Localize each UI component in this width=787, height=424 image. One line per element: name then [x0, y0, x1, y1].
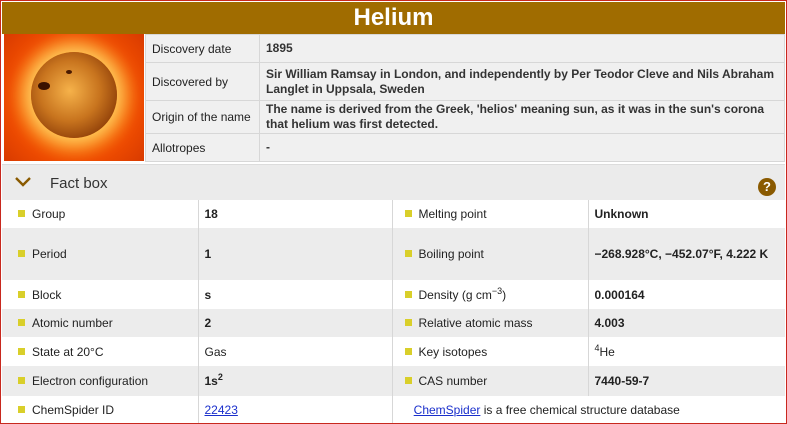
- bullet-icon: [404, 210, 412, 217]
- bullet-icon: [18, 250, 25, 257]
- fact-label: CAS number: [392, 366, 589, 396]
- fact-label: Key isotopes: [392, 337, 589, 366]
- sunspot: [66, 70, 72, 74]
- fact-value: 1s2: [198, 366, 393, 396]
- fact-label: Relative atomic mass: [392, 309, 589, 337]
- fact-value: 4He: [594, 342, 615, 359]
- fact-value: 0.000164: [594, 287, 645, 302]
- sunspot: [38, 82, 50, 90]
- fact-value: Gas: [198, 337, 393, 366]
- table-row: ChemSpider ID 22423 ChemSpider is a free…: [2, 396, 785, 423]
- origin-value: The name is derived from the Greek, 'hel…: [259, 100, 785, 134]
- fact-label: State at 20°C: [2, 337, 199, 366]
- factbox-title: Fact box: [50, 175, 108, 192]
- chemspider-note: ChemSpider is a free chemical structure …: [413, 403, 680, 417]
- bullet-icon: [404, 347, 412, 355]
- fact-label: Electron configuration: [2, 366, 199, 396]
- fact-label: Melting point: [392, 200, 589, 228]
- table-row: Block s Density (g cm−3) 0.000164: [2, 280, 785, 309]
- table-row: Period 1 Boiling point −268.928°C, −452.…: [2, 228, 785, 280]
- allotropes-value: -: [259, 133, 785, 162]
- bullet-icon: [18, 319, 25, 326]
- sun-disc: [31, 52, 117, 138]
- fact-value: 2: [198, 309, 393, 337]
- chemspider-id-link[interactable]: 22423: [204, 403, 238, 417]
- chemspider-link[interactable]: ChemSpider: [413, 403, 481, 417]
- discovered-by-value: Sir William Ramsay in London, and indepe…: [259, 62, 785, 101]
- info-table: Discovery date 1895 Discovered by Sir Wi…: [145, 34, 785, 162]
- fact-label: Block: [2, 280, 199, 309]
- bullet-icon: [404, 319, 412, 326]
- element-title: Helium: [2, 2, 785, 34]
- discovery-date-value: 1895: [259, 34, 785, 63]
- origin-label: Origin of the name: [145, 100, 260, 134]
- fact-value: 22423: [198, 396, 393, 423]
- fact-label: ChemSpider ID: [2, 396, 199, 423]
- sun-image: [4, 34, 144, 161]
- fact-label: Density (g cm−3): [392, 280, 589, 309]
- table-row: Atomic number 2 Relative atomic mass 4.0…: [2, 309, 785, 337]
- bullet-icon: [18, 406, 25, 413]
- fact-value: 1: [198, 228, 393, 280]
- info-section: Discovery date 1895 Discovered by Sir Wi…: [2, 34, 785, 162]
- allotropes-label: Allotropes: [145, 133, 260, 162]
- help-icon[interactable]: ?: [758, 178, 776, 196]
- factbox-table: Group 18 Melting point Unknown Period 1 …: [2, 200, 785, 423]
- chevron-down-icon[interactable]: [14, 175, 32, 189]
- discovered-by-label: Discovered by: [145, 62, 260, 101]
- table-row: Electron configuration 1s2 CAS number 74…: [2, 366, 785, 396]
- fact-value: −268.928°C, −452.07°F, 4.222 K: [588, 228, 785, 280]
- bullet-icon: [18, 347, 25, 355]
- fact-value: s: [198, 280, 393, 309]
- table-row: Group 18 Melting point Unknown: [2, 200, 785, 228]
- fact-label: Group: [2, 200, 199, 228]
- bullet-icon: [404, 377, 412, 384]
- bullet-icon: [18, 210, 25, 217]
- fact-label: Boiling point: [392, 228, 589, 280]
- fact-value: 4.003: [588, 309, 785, 337]
- fact-value: Unknown: [594, 207, 649, 221]
- discovery-date-label: Discovery date: [145, 34, 260, 63]
- table-row: State at 20°C Gas Key isotopes 4He: [2, 337, 785, 366]
- fact-label: Atomic number: [2, 309, 199, 337]
- fact-value: 7440-59-7: [588, 366, 785, 396]
- bullet-icon: [18, 377, 25, 384]
- bullet-icon: [18, 290, 25, 298]
- fact-value: 18: [198, 200, 393, 228]
- fact-label: Period: [2, 228, 199, 280]
- bullet-icon: [404, 250, 412, 257]
- bullet-icon: [404, 290, 412, 298]
- factbox-header[interactable]: Fact box ?: [2, 164, 785, 200]
